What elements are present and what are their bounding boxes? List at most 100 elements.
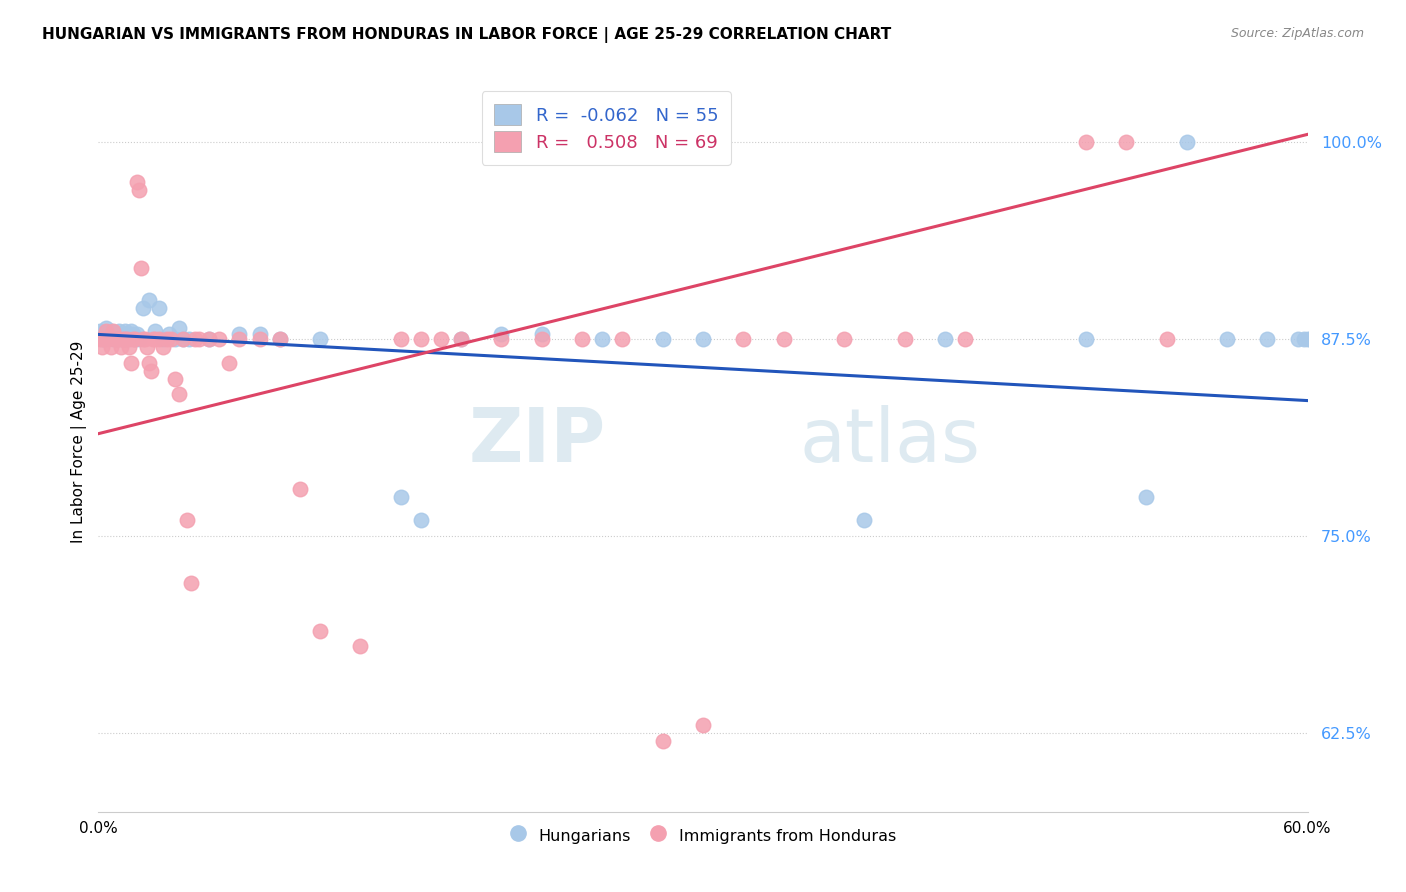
Point [853, 513, 876, 527]
Point [530, 327, 553, 342]
Point [953, 332, 976, 346]
Point [120, 324, 142, 338]
Point [100, 324, 122, 338]
Point [101, 324, 124, 338]
Point [120, 356, 142, 370]
Point [450, 332, 472, 346]
Point [651, 332, 673, 346]
Point [176, 513, 198, 527]
Point [1135, 490, 1157, 504]
Point [111, 332, 134, 346]
Point [1074, 135, 1097, 149]
Point [1216, 332, 1239, 346]
Point [692, 332, 714, 346]
Point [184, 332, 207, 346]
Point [93, 332, 115, 346]
Point [148, 301, 170, 315]
Point [96, 324, 118, 338]
Point [409, 513, 432, 527]
Point [1156, 332, 1178, 346]
Point [101, 332, 124, 346]
Point [160, 332, 183, 346]
Point [172, 332, 194, 346]
Point [1298, 332, 1320, 346]
Point [115, 327, 138, 342]
Point [491, 332, 513, 346]
Point [530, 332, 553, 346]
Point [163, 332, 186, 346]
Point [389, 490, 412, 504]
Point [115, 332, 138, 346]
Point [228, 327, 250, 342]
Point [152, 340, 174, 354]
Point [188, 332, 211, 346]
Point [349, 640, 371, 654]
Point [1286, 332, 1309, 346]
Point [163, 371, 186, 385]
Point [124, 332, 146, 346]
Point [198, 332, 221, 346]
Point [138, 293, 160, 307]
Point [692, 718, 714, 732]
Point [269, 332, 291, 346]
Point [208, 332, 231, 346]
Point [167, 321, 190, 335]
Point [91, 340, 114, 354]
Point [121, 332, 143, 346]
Point [1175, 135, 1198, 149]
Point [118, 332, 141, 346]
Point [93, 332, 115, 346]
Point [1292, 332, 1315, 346]
Point [651, 734, 673, 748]
Point [228, 332, 250, 346]
Point [91, 332, 114, 346]
Point [110, 340, 132, 354]
Point [124, 332, 146, 346]
Point [1301, 332, 1323, 346]
Point [138, 356, 160, 370]
Point [893, 332, 915, 346]
Point [198, 332, 221, 346]
Point [103, 327, 125, 342]
Point [591, 332, 613, 346]
Point [110, 332, 132, 346]
Point [134, 332, 156, 346]
Point [389, 332, 412, 346]
Point [114, 332, 136, 346]
Point [143, 324, 166, 338]
Point [157, 327, 180, 342]
Point [167, 387, 190, 401]
Point [179, 332, 201, 346]
Point [1074, 332, 1097, 346]
Point [1115, 135, 1137, 149]
Point [249, 332, 271, 346]
Point [309, 332, 332, 346]
Point [107, 332, 129, 346]
Point [107, 324, 129, 338]
Point [103, 332, 125, 346]
Point [128, 182, 150, 196]
Point [100, 340, 122, 354]
Point [249, 327, 271, 342]
Point [135, 340, 157, 354]
Point [97, 332, 120, 346]
Point [832, 332, 855, 346]
Point [125, 175, 148, 189]
Point [733, 332, 755, 346]
Text: atlas: atlas [800, 405, 981, 478]
Point [612, 332, 634, 346]
Y-axis label: In Labor Force | Age 25-29: In Labor Force | Age 25-29 [72, 341, 87, 542]
Point [118, 340, 141, 354]
Point [105, 332, 128, 346]
Point [430, 332, 453, 346]
Point [571, 332, 593, 346]
Point [128, 332, 150, 346]
Point [89, 324, 111, 338]
Text: HUNGARIAN VS IMMIGRANTS FROM HONDURAS IN LABOR FORCE | AGE 25-29 CORRELATION CHA: HUNGARIAN VS IMMIGRANTS FROM HONDURAS IN… [42, 27, 891, 43]
Point [89, 332, 111, 346]
Point [450, 332, 472, 346]
Point [121, 327, 143, 342]
Point [132, 301, 155, 315]
Point [288, 482, 311, 496]
Point [172, 332, 194, 346]
